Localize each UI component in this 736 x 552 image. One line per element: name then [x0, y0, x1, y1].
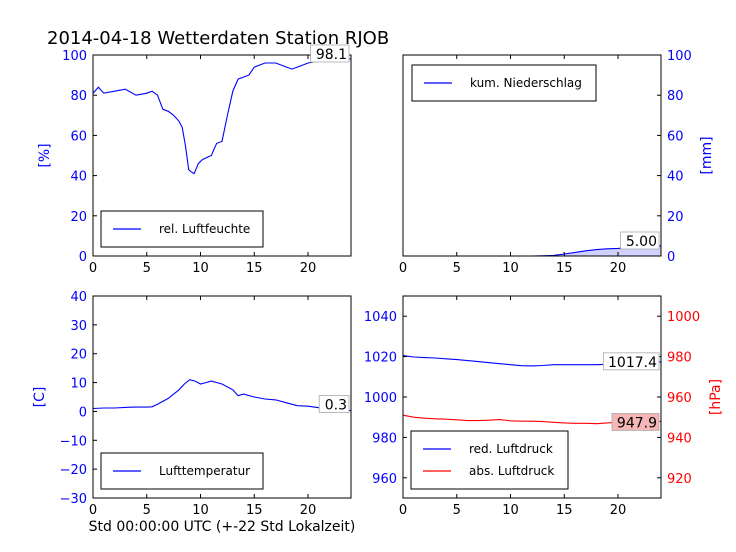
figure-title: 2014-04-18 Wetterdaten Station RJOB: [47, 28, 389, 49]
last-value-label-bg: [310, 44, 350, 63]
x-tick-label: 0: [89, 261, 97, 276]
series-area: [403, 245, 661, 256]
x-tick-label: 5: [143, 503, 151, 518]
last-value-label-bg: [620, 231, 660, 250]
x-axis-label: Std 00:00:00 UTC (+-22 Std Lokalzeit): [89, 519, 356, 535]
y-tick-label: −20: [60, 463, 87, 478]
y-tick-label: 20: [70, 348, 87, 363]
red-luftdruck-label-bg: [603, 352, 660, 371]
y-axis-label: [mm]: [699, 136, 715, 174]
panel-pressure: 0 5 10 15 20 960 980 1000 1020 1040 920 940 960 980 10…: [364, 295, 724, 518]
y-tick-label: 920: [667, 472, 692, 487]
y-tick-label: 20: [70, 210, 87, 225]
legend-label: abs. Luftdruck: [469, 464, 554, 478]
y-tick-label: 80: [667, 89, 684, 104]
legend-box: [410, 430, 569, 490]
x-tick-label: 15: [556, 503, 573, 518]
y-tick-label: 0: [667, 250, 675, 265]
legend: rel. Luftfeuchte: [100, 210, 264, 248]
x-tick-label: 0: [399, 261, 407, 276]
y-axis-label: [C]: [32, 387, 48, 408]
x-tick-label: 10: [502, 261, 519, 276]
y-tick-label: 60: [667, 129, 684, 144]
y-tick-label: 60: [70, 129, 87, 144]
y-tick-label: 1020: [364, 351, 397, 366]
legend: Lufttemperatur: [100, 452, 264, 490]
legend: red. Luftdruck abs. Luftdruck: [410, 430, 569, 490]
last-value-label-bg: [318, 395, 350, 413]
y-tick-label: 40: [667, 170, 684, 185]
y-tick-label: 100: [667, 49, 692, 64]
y-tick-label: 1000: [364, 391, 397, 406]
x-tick-label: 20: [610, 503, 627, 518]
x-tick-label: 15: [556, 261, 573, 276]
x-tick-label: 20: [300, 503, 317, 518]
legend: kum. Niederschlag: [411, 64, 597, 102]
y-tick-label: −10: [60, 434, 87, 449]
y-tick-label: 980: [667, 351, 692, 366]
y-tick-label: 80: [70, 89, 87, 104]
abs-luftdruck-label-bg: [611, 413, 660, 431]
y-tick-label: 0: [79, 250, 87, 265]
y-tick-label: 980: [372, 431, 397, 446]
legend-label: kum. Niederschlag: [470, 76, 582, 90]
y-tick-label: −30: [60, 492, 87, 507]
plot-frame: [92, 54, 352, 257]
y-tick-label: 10: [70, 377, 87, 392]
last-value-label: 5.00: [626, 234, 657, 250]
x-tick-label: 20: [300, 261, 317, 276]
x-tick-label: 5: [453, 261, 461, 276]
y-tick-label: 100: [62, 49, 87, 64]
legend-label: Lufttemperatur: [159, 464, 250, 478]
x-tick-label: 10: [502, 503, 519, 518]
last-value-label: 98.1: [316, 47, 347, 63]
series-line: [92, 379, 352, 412]
x-tick-label: 0: [89, 503, 97, 518]
y-tick-label: 1000: [667, 310, 700, 325]
y-tick-label: 960: [667, 391, 692, 406]
y-tick-label: 20: [667, 210, 684, 225]
x-tick-label: 10: [192, 261, 209, 276]
y-tick-label: 40: [70, 290, 87, 305]
x-tick-label: 20: [610, 261, 627, 276]
y-tick-label: 940: [667, 431, 692, 446]
y-tick-label: 40: [70, 170, 87, 185]
y-tick-label: 30: [70, 319, 87, 334]
panel-humidity: 0 5 10 15 20 0 20 40 60 80 100 [%] rel. Luftfeuchte 9…: [37, 44, 352, 276]
x-tick-label: 5: [453, 503, 461, 518]
abs-luftdruck-label: 947.9: [617, 415, 657, 431]
y-tick-label: 960: [372, 472, 397, 487]
red-luftdruck-label: 1017.4: [608, 355, 657, 371]
plot-frame: [402, 54, 662, 257]
y-axis-label: [%]: [37, 143, 53, 167]
panel-temperature: 0 5 10 15 20 −30 −20 −10 0 10 20 30 40 [C] Lufttempera…: [32, 290, 352, 518]
last-value-label: 0.3: [325, 398, 347, 414]
x-tick-label: 15: [246, 261, 263, 276]
x-tick-label: 0: [399, 503, 407, 518]
y-tick-label: 1040: [364, 310, 397, 325]
legend-label: rel. Luftfeuchte: [159, 222, 250, 236]
legend-label: red. Luftdruck: [469, 442, 553, 456]
panel-precipitation: 0 5 10 15 20 0 20 40 60 80 100 [mm] kum. Niederschla…: [399, 49, 715, 276]
x-tick-label: 10: [192, 503, 209, 518]
y-tick-label: 0: [79, 405, 87, 420]
x-tick-label: 15: [246, 503, 263, 518]
series-line: [92, 58, 351, 175]
x-tick-label: 5: [143, 261, 151, 276]
plot-frame: [92, 295, 352, 499]
y-axis-label-right: [hPa]: [708, 379, 724, 415]
